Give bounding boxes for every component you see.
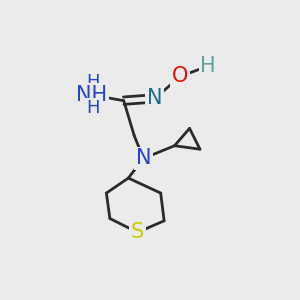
Text: S: S <box>131 222 144 242</box>
Text: O: O <box>172 66 188 86</box>
Text: H: H <box>86 73 99 91</box>
Text: N: N <box>147 88 163 108</box>
Text: H: H <box>86 99 99 117</box>
Text: H: H <box>200 56 216 76</box>
Text: NH: NH <box>76 85 107 105</box>
Text: N: N <box>136 148 151 168</box>
